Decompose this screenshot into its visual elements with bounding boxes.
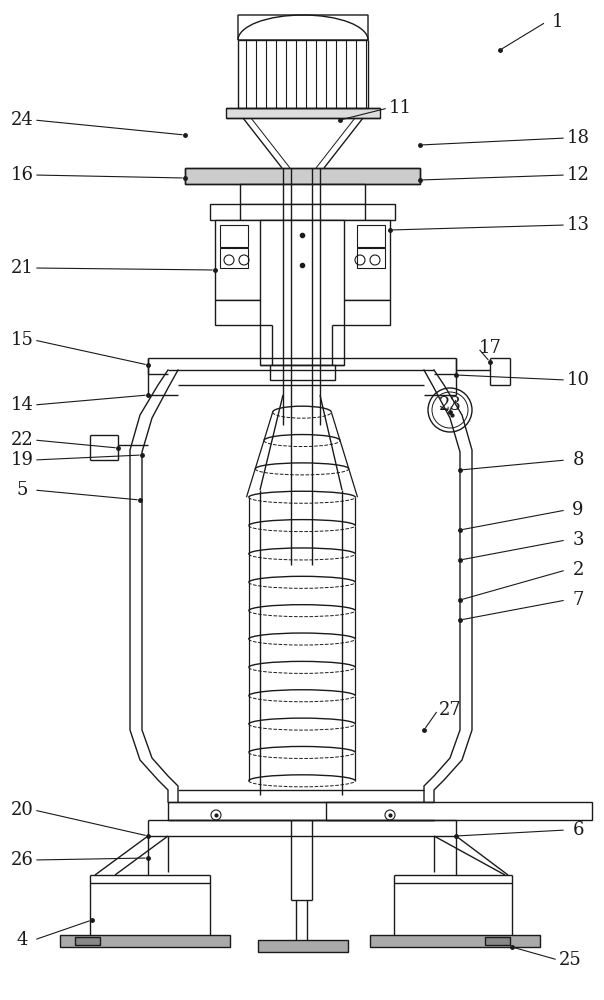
Text: 11: 11 <box>388 99 411 117</box>
Bar <box>258 940 348 952</box>
Text: 8: 8 <box>572 451 583 469</box>
Text: 21: 21 <box>10 259 33 277</box>
Bar <box>215 220 390 300</box>
Bar <box>75 937 100 945</box>
Text: 18: 18 <box>567 129 590 147</box>
Text: 3: 3 <box>572 531 583 549</box>
Text: 26: 26 <box>10 851 33 869</box>
Text: 1: 1 <box>552 13 564 31</box>
Text: 4: 4 <box>16 931 28 949</box>
Bar <box>215 300 390 325</box>
Text: 24: 24 <box>11 111 33 129</box>
Text: 27: 27 <box>439 701 461 719</box>
Bar <box>357 248 385 268</box>
Text: 13: 13 <box>567 216 590 234</box>
Text: 23: 23 <box>439 396 461 414</box>
Text: 9: 9 <box>572 501 583 519</box>
Bar <box>270 365 335 380</box>
Text: 5: 5 <box>16 481 28 499</box>
FancyBboxPatch shape <box>238 15 368 40</box>
Text: 25: 25 <box>559 951 582 969</box>
Bar <box>168 802 434 820</box>
Bar <box>370 935 540 947</box>
Text: 14: 14 <box>10 396 33 414</box>
Text: 16: 16 <box>10 166 33 184</box>
Bar <box>357 225 385 247</box>
Bar <box>220 225 248 247</box>
Text: 17: 17 <box>478 339 501 357</box>
Bar <box>220 248 248 268</box>
Bar <box>240 184 365 204</box>
Bar <box>210 204 395 220</box>
Bar <box>485 937 510 945</box>
Text: 2: 2 <box>573 561 583 579</box>
Bar <box>260 220 344 365</box>
Text: 19: 19 <box>10 451 33 469</box>
Bar <box>60 935 230 947</box>
Text: 12: 12 <box>567 166 590 184</box>
Text: 6: 6 <box>572 821 583 839</box>
Text: 7: 7 <box>573 591 583 609</box>
Text: 22: 22 <box>11 431 33 449</box>
Text: 10: 10 <box>567 371 590 389</box>
Bar <box>226 108 380 118</box>
Text: 15: 15 <box>10 331 33 349</box>
Bar <box>326 802 592 820</box>
Text: 20: 20 <box>10 801 33 819</box>
Bar <box>185 168 420 184</box>
